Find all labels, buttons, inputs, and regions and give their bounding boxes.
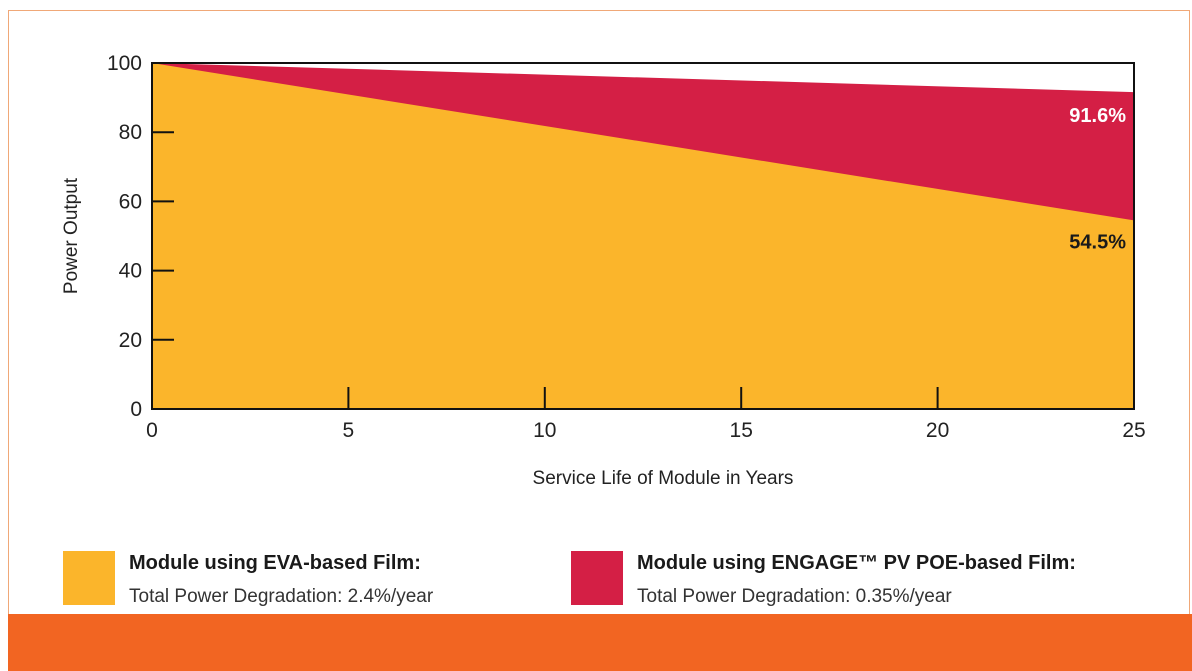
poe-end-label: 91.6% [1069, 105, 1126, 127]
x-tick-label: 15 [730, 419, 753, 442]
x-tick-label: 20 [926, 419, 949, 442]
eva-film-area [152, 63, 1134, 409]
chart-card: 0 5 10 15 20 25 0 20 40 60 80 100 91.6% 54.5% Power… [8, 10, 1190, 614]
poe-legend-degradation: Total Power Degradation: 0.35%/year [637, 586, 952, 607]
y-tick-label: 40 [119, 260, 142, 283]
x-tick-label: 5 [343, 419, 355, 442]
eva-legend-degradation: Total Power Degradation: 2.4%/year [129, 586, 434, 607]
x-tick-label: 0 [146, 419, 158, 442]
poe-swatch [571, 551, 623, 605]
poe-legend-title: Module using ENGAGE™ PV POE-based Film: [637, 552, 1076, 574]
x-axis-label: Service Life of Module in Years [533, 468, 794, 489]
orange-footer-band [8, 614, 1192, 671]
plot-frame [151, 62, 1135, 410]
y-tick-label: 80 [119, 121, 142, 144]
y-tick-label: 20 [119, 329, 142, 352]
y-axis-label: Power Output [61, 177, 82, 294]
y-tick-label: 100 [107, 52, 142, 75]
x-tick-label: 25 [1122, 419, 1145, 442]
axes: 0 5 10 15 20 25 0 20 40 60 80 100 [107, 52, 1146, 442]
y-tick-label: 0 [130, 398, 142, 421]
eva-swatch [63, 551, 115, 605]
eva-legend-title: Module using EVA-based Film: [129, 552, 421, 574]
power-output-chart: 0 5 10 15 20 25 0 20 40 60 80 100 91.6% 54.5% Power… [61, 52, 1146, 489]
legend-item-poe: Module using ENGAGE™ PV POE-based Film: … [571, 549, 1171, 609]
y-tick-label: 60 [119, 190, 142, 213]
legend-item-eva: Module using EVA-based Film: Total Power… [63, 549, 533, 609]
x-tick-label: 10 [533, 419, 556, 442]
eva-end-label: 54.5% [1069, 231, 1126, 253]
